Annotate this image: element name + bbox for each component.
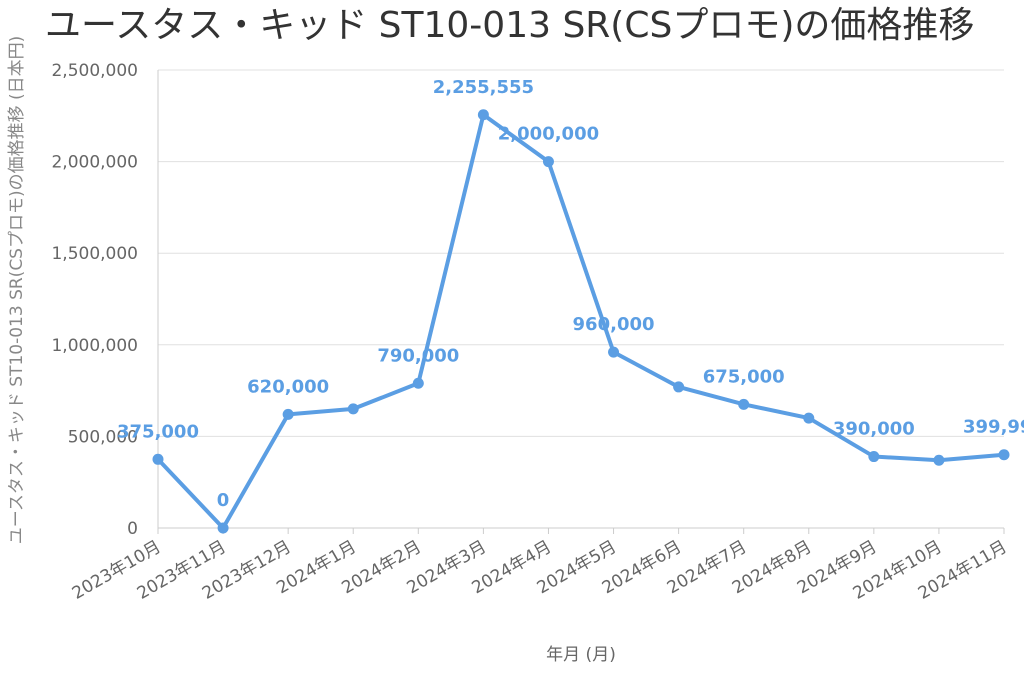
x-tick-labels: 2023年10月2023年11月2023年12月2024年1月2024年2月20… [69,537,1011,604]
data-label: 790,000 [377,345,459,366]
y-tick-label: 2,500,000 [51,61,138,81]
data-point[interactable] [152,453,164,465]
data-point[interactable] [933,454,945,466]
y-axis-label: ユースタス・キッド ST10-013 SR(CSプロモ)の価格推移 (日本円) [7,36,27,545]
data-label: 399,999 [963,417,1024,438]
data-label: 960,000 [573,314,655,335]
data-point[interactable] [608,346,620,358]
data-label: 620,000 [247,376,329,397]
data-point[interactable] [217,522,229,534]
data-labels: 375,000 0 620,000 790,000 2,255,555 2,000,000… [117,77,1024,511]
data-point[interactable] [998,449,1010,461]
data-point[interactable] [347,403,359,415]
axis-layer [157,70,1005,534]
data-point[interactable] [803,412,815,424]
y-tick-label: 1,500,000 [51,244,138,264]
y-tick-label: 500,000 [68,427,138,447]
y-tick-labels: 0 500,000 1,000,000 1,500,000 2,000,000 2,500… [51,61,138,539]
data-point[interactable] [868,451,880,463]
data-label: 2,255,555 [433,77,534,98]
series-line [156,112,1006,530]
y-tick-label: 2,000,000 [51,153,138,173]
data-label: 2,000,000 [498,124,599,145]
data-point[interactable] [477,109,489,121]
data-label: 375,000 [117,421,199,442]
chart-title: ユースタス・キッド ST10-013 SR(CSプロモ)の価格推移 [45,5,975,46]
data-label: 390,000 [833,419,915,440]
x-axis-label: 年月 (月) [546,645,616,665]
data-label: 675,000 [703,366,785,387]
data-point[interactable] [673,381,685,393]
data-point[interactable] [282,408,294,420]
data-label: 0 [217,490,230,511]
data-point[interactable] [542,156,554,168]
data-point[interactable] [738,398,750,410]
data-point[interactable] [412,377,424,389]
y-tick-label: 0 [127,519,138,539]
series-layer [152,109,1010,534]
y-tick-label: 1,000,000 [51,336,138,356]
